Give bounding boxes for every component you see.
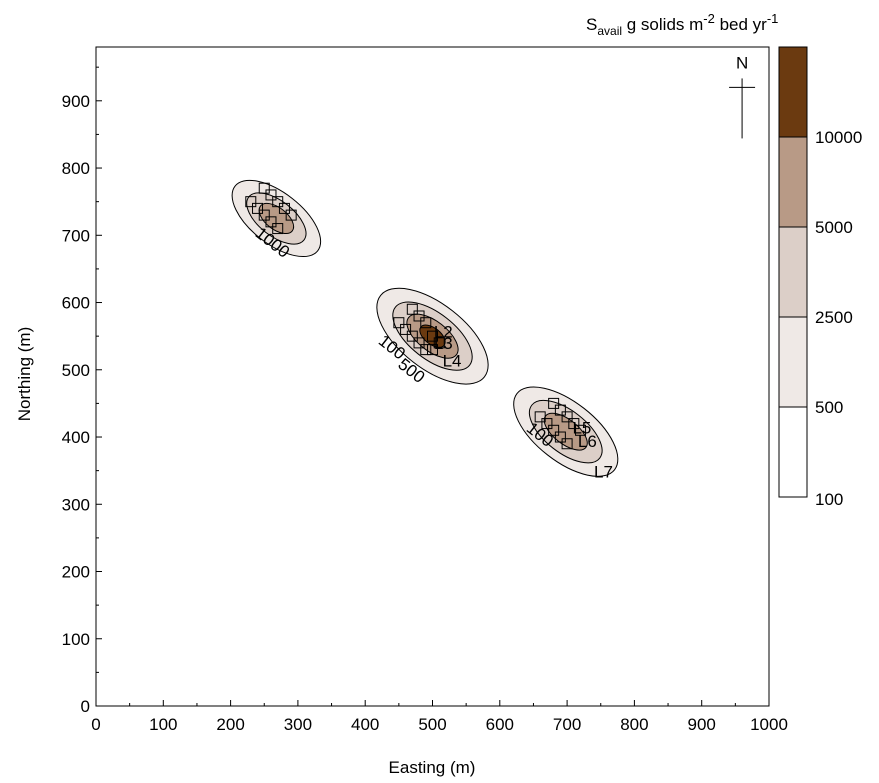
sample-point-marker [534, 411, 546, 423]
sample-point-marker [420, 344, 432, 356]
sample-point-marker [427, 344, 438, 356]
y-tick-label: 700 [62, 226, 90, 245]
sample-point-marker [406, 303, 418, 315]
north-arrow-icon: N [729, 53, 756, 139]
sample-point-marker [420, 317, 432, 329]
contour-cluster: 1000 [231, 179, 322, 262]
colorbar-band [778, 136, 808, 228]
site-label: L6 [578, 432, 597, 451]
colorbar-level-label: 2500 [815, 308, 853, 327]
sample-point-marker [278, 202, 290, 214]
x-tick-label: 0 [91, 715, 100, 734]
x-tick-label: 800 [620, 715, 648, 734]
x-tick-label: 1000 [750, 715, 788, 734]
sample-point-marker [413, 337, 425, 349]
sample-point-marker [548, 397, 560, 409]
sample-point-marker [561, 411, 573, 423]
sample-point-marker [400, 323, 412, 335]
colorbar-level-label: 500 [815, 398, 843, 417]
sample-point-marker [427, 330, 438, 342]
colorbar-band [778, 226, 808, 318]
sample-point-marker [548, 424, 560, 436]
y-tick-label: 100 [62, 630, 90, 649]
colorbar-band [778, 406, 808, 498]
colorbar: 100 500 2500 5000 10000 [778, 46, 862, 509]
x-tick-label: 700 [553, 715, 581, 734]
sample-point-marker [568, 418, 580, 430]
x-tick-label: 900 [688, 715, 716, 734]
colorbar-level-label: 10000 [815, 128, 862, 147]
sample-point-marker [265, 189, 277, 201]
x-tick-label: 200 [216, 715, 244, 734]
x-tick-label: 100 [149, 715, 177, 734]
sample-point-marker [272, 223, 284, 235]
sample-point-marker [393, 317, 405, 329]
y-tick-label: 0 [81, 697, 90, 716]
y-tick-label: 900 [62, 92, 90, 111]
colorbar-level-label: 100 [815, 490, 843, 509]
site-label: L4 [443, 351, 462, 370]
colorbar-band [778, 316, 808, 408]
colorbar-band [778, 46, 808, 138]
x-tick-label: 300 [284, 715, 312, 734]
site-label: L3 [434, 334, 453, 353]
sample-point-marker [272, 196, 284, 208]
sample-point-marker [561, 438, 573, 450]
site-label: L7 [594, 462, 613, 481]
x-axis-title: Easting (m) [389, 758, 476, 777]
y-axis: 0 100 200 300 400 500 600 700 800 900 [62, 66, 102, 716]
x-tick-label: 500 [418, 715, 446, 734]
sample-point-marker [252, 202, 264, 214]
sample-point-marker [554, 404, 566, 416]
y-tick-label: 500 [62, 361, 90, 380]
y-tick-label: 200 [62, 563, 90, 582]
colorbar-title: Savail g solids m-2 bed yr-1 [586, 11, 778, 38]
y-tick-label: 300 [62, 495, 90, 514]
site-label: L5 [572, 419, 591, 438]
sample-point-marker [406, 330, 418, 342]
sample-point-marker [245, 196, 257, 208]
x-tick-label: 600 [486, 715, 514, 734]
y-tick-label: 800 [62, 159, 90, 178]
sample-point-marker [541, 418, 553, 430]
x-tick-label: 400 [351, 715, 379, 734]
sample-point-marker [554, 431, 566, 443]
sample-point-marker [413, 310, 425, 322]
x-axis: 0 100 200 300 400 500 600 700 800 900 1000 [91, 700, 788, 734]
north-label: N [736, 53, 748, 72]
sample-point-marker [258, 182, 270, 194]
y-axis-title: Northing (m) [15, 327, 34, 421]
y-tick-label: 400 [62, 428, 90, 447]
site-label: L2 [434, 322, 453, 341]
sample-point-marker [258, 209, 270, 221]
sample-point-marker [433, 337, 445, 349]
sample-point-marker [265, 216, 277, 228]
colorbar-level-label: 5000 [815, 218, 853, 237]
sample-point-marker [285, 209, 297, 221]
sample-point-marker [575, 424, 587, 436]
y-tick-label: 600 [62, 294, 90, 313]
